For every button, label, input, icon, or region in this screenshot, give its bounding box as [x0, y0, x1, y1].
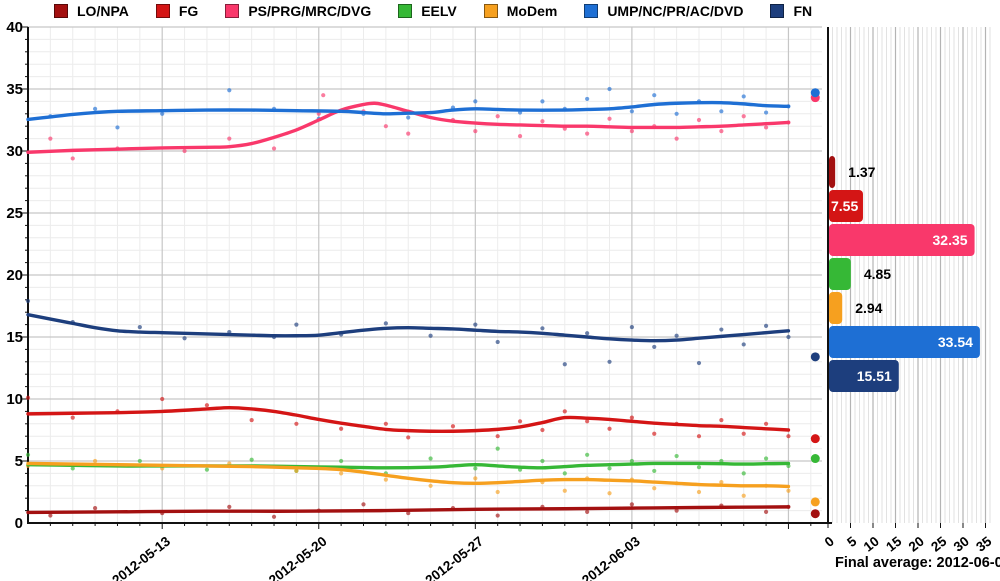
bar-fg: [829, 190, 863, 222]
bar-value-label: 4.85: [864, 266, 891, 282]
svg-text:2012-05-13: 2012-05-13: [109, 533, 173, 581]
series-ps-prg-mrc-dvg-line: [26, 101, 791, 154]
legend-swatch-fg: [155, 4, 170, 18]
series-ump-nc-pr-ac-dvd-line: [26, 100, 791, 122]
svg-text:2012-05-27: 2012-05-27: [423, 534, 487, 581]
legend-item-modem: MoDem: [483, 3, 558, 19]
legend-swatch-fn: [770, 4, 785, 18]
legend-swatch-lo-npa: [54, 4, 68, 18]
legend-item-lo-npa: LO/NPA: [54, 3, 129, 19]
svg-text:20: 20: [6, 267, 23, 284]
svg-text:25: 25: [6, 205, 23, 222]
svg-text:35: 35: [6, 81, 23, 98]
bar-value-label: 7.55: [831, 198, 858, 214]
svg-text:2012-05-20: 2012-05-20: [266, 534, 330, 581]
svg-text:2012-06-03: 2012-06-03: [579, 533, 643, 581]
svg-text:20: 20: [906, 534, 927, 555]
legend-item-ps-prg-mrc-dvg: PS/PRG/MRC/DVG: [225, 3, 371, 19]
legend-label: LO/NPA: [77, 3, 129, 19]
legend-item-eelv: EELV: [398, 3, 457, 19]
svg-text:30: 30: [6, 143, 23, 160]
bar-fn: [829, 360, 899, 392]
legend-item-ump-nc-pr-ac-dvd: UMP/NC/PR/AC/DVD: [584, 3, 743, 19]
legend-swatch-eelv: [398, 4, 413, 18]
bar-value-label: 33.54: [938, 334, 973, 350]
svg-text:10: 10: [861, 534, 882, 555]
bar-lo-npa: [829, 156, 836, 188]
svg-text:5: 5: [844, 533, 860, 550]
bar-value-label: 15.51: [857, 368, 892, 384]
series-modem-final-dot: [810, 497, 820, 507]
series-modem-line: [26, 461, 791, 489]
series-ump-nc-pr-ac-dvd-final-dot: [810, 88, 820, 98]
svg-text:30: 30: [951, 534, 972, 555]
bar-value-label: 2.94: [855, 300, 882, 316]
svg-text:35: 35: [973, 533, 994, 554]
series-ps-prg-mrc-dvg-scatter: [48, 93, 791, 161]
bar-chart-bars: 1.37 7.55 32.35 4.85 2.94 33.54 15.51: [829, 156, 980, 392]
legend-label: UMP/NC/PR/AC/DVD: [607, 3, 744, 19]
svg-text:0: 0: [15, 515, 23, 532]
series-fg-line: [26, 405, 791, 434]
bar-value-label: 1.37: [848, 164, 875, 180]
series-fn-final-dot: [810, 352, 820, 362]
svg-text:10: 10: [6, 391, 23, 408]
series-lo-npa-line: [26, 505, 791, 515]
legend: LO/NPA FG PS/PRG/MRC/DVG EELV MoDem UMP/NC/PR…: [54, 3, 812, 19]
bar-ump-nc-pr-ac-dvd: [829, 326, 980, 358]
line-chart-axes: [22, 26, 832, 529]
legend-label: EELV: [421, 3, 457, 19]
bar-x-axis-labels: 0 5 10 15 20 25 30 35: [822, 533, 995, 554]
bar-chart-gridlines: [827, 27, 991, 528]
legend-item-fg: FG: [155, 3, 199, 19]
series-eelv-final-dot: [810, 454, 820, 464]
legend-label: FG: [178, 3, 199, 19]
svg-text:25: 25: [928, 533, 949, 554]
final-average-label: Final average: 2012-06-08: [835, 555, 1000, 571]
legend-swatch-ump-nc-pr-ac-dvd: [584, 4, 599, 18]
legend-label: MoDem: [506, 3, 558, 19]
svg-text:15: 15: [883, 533, 904, 554]
legend-swatch-ps-prg-mrc-dvg: [225, 4, 240, 18]
y-axis-labels: 0 5 10 15 20 25 30 35 40: [6, 19, 23, 532]
series-fg-final-dot: [810, 434, 820, 444]
bar-modem: [829, 292, 843, 324]
svg-text:0: 0: [822, 534, 837, 550]
x-axis-labels: 2012-05-13 2012-05-20 2012-05-27 2012-06-03: [109, 533, 643, 581]
legend-label: PS/PRG/MRC/DVG: [248, 3, 372, 19]
legend-label: FN: [793, 3, 813, 19]
series-ump-nc-pr-ac-dvd-scatter: [48, 86, 791, 130]
svg-text:40: 40: [6, 19, 23, 36]
legend-swatch-modem: [483, 4, 498, 18]
bar-ps-prg-mrc-dvg: [829, 224, 975, 256]
bar-eelv: [829, 258, 851, 290]
series-fn-line: [26, 312, 791, 343]
legend-item-fn: FN: [770, 3, 812, 19]
series-lo-npa-final-dot: [810, 509, 820, 519]
bar-value-label: 32.35: [933, 232, 968, 248]
svg-text:5: 5: [15, 453, 23, 470]
svg-text:15: 15: [6, 329, 23, 346]
